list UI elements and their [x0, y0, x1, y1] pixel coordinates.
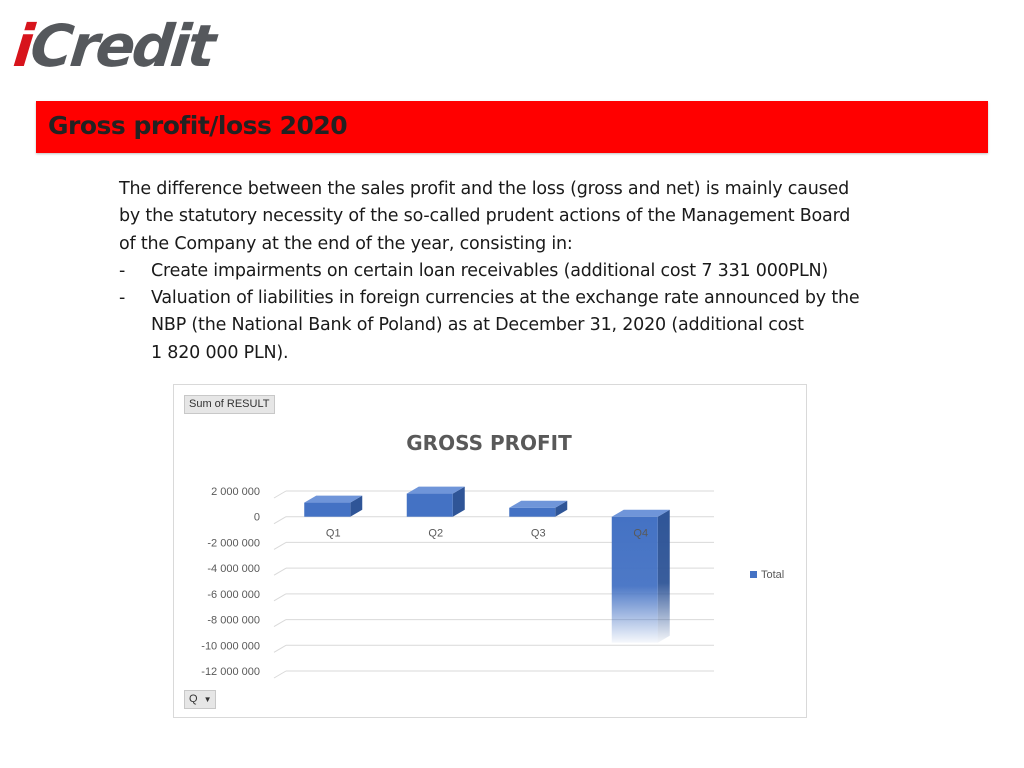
x-tick-label: Q2 [428, 528, 443, 540]
q-field-filter-button[interactable]: Q ▼ [184, 690, 217, 709]
gridline [273, 619, 287, 628]
gridline [273, 593, 287, 602]
x-tick-label: Q1 [326, 528, 341, 540]
bar-q2[interactable] [406, 486, 465, 517]
gridline [273, 516, 287, 525]
description-line: of the Company at the end of the year, c… [119, 233, 573, 254]
legend-swatch [750, 571, 757, 578]
bar-q3[interactable] [509, 500, 568, 517]
bar-top [304, 495, 363, 503]
bar-side [452, 486, 465, 517]
bullet-dash: - [119, 260, 126, 281]
sum-of-result-field-button[interactable]: Sum of RESULT [184, 395, 275, 414]
bullet-valuation: - Valuation of liabilities in foreign cu… [119, 285, 919, 312]
y-tick-label: -2 000 000 [207, 537, 260, 549]
bar-front [406, 493, 453, 517]
bullet-text: 1 820 000 PLN). [151, 342, 289, 363]
bar-top [406, 486, 465, 494]
slide-title: Gross profit/loss 2020 [48, 111, 348, 140]
y-tick-label: -8 000 000 [207, 615, 260, 627]
y-tick-label: -12 000 000 [201, 666, 260, 678]
gridline [273, 541, 287, 550]
dropdown-arrow-icon: ▼ [203, 695, 212, 704]
x-tick-label: Q3 [531, 528, 546, 540]
bullet-continuation: 1 820 000 PLN). [119, 340, 919, 367]
description-text: The difference between the sales profit … [119, 176, 919, 367]
bar-side [350, 495, 363, 517]
icredit-logo: iCredit [10, 12, 217, 80]
bullet-dash: - [119, 288, 126, 309]
chart-canvas: GROSS PROFIT 2 000 000 0 -2 000 000 -4 000 … [201, 431, 784, 679]
y-tick-label: -10 000 000 [201, 640, 260, 652]
bar-q1[interactable] [304, 495, 363, 517]
gridline [273, 490, 287, 499]
chart-title: GROSS PROFIT [406, 431, 572, 455]
bullet-text: Valuation of liabilities in foreign curr… [151, 288, 860, 309]
title-banner: Gross profit/loss 2020 [36, 101, 988, 153]
gridline [273, 644, 287, 653]
gridline [273, 670, 287, 679]
q-field-label: Q [189, 693, 198, 705]
description-line: by the statutory necessity of the so-cal… [119, 206, 851, 227]
y-tick-label: -6 000 000 [207, 589, 260, 601]
legend-label: Total [761, 569, 784, 581]
bullet-impairments: - Create impairments on certain loan rec… [119, 258, 919, 285]
y-tick-label: 2 000 000 [211, 486, 260, 498]
bar-q4[interactable] [611, 509, 670, 643]
y-tick-label: 0 [254, 512, 260, 524]
gross-profit-chart: GROSS PROFIT 2 000 000 0 -2 000 000 -4 000 … [173, 384, 807, 718]
bullet-continuation: NBP (the National Bank of Poland) as at … [119, 312, 919, 339]
bar-front [611, 516, 658, 643]
description-line: The difference between the sales profit … [119, 179, 849, 199]
bullet-text: NBP (the National Bank of Poland) as at … [151, 315, 804, 336]
bar-front [509, 507, 556, 517]
bar-top [509, 500, 568, 508]
y-tick-label: -4 000 000 [207, 563, 260, 575]
bar-side [555, 500, 568, 517]
x-tick-label: Q4 [633, 528, 648, 540]
bar-top [611, 509, 670, 517]
bar-front [304, 502, 351, 517]
gridline [273, 567, 287, 576]
bar-side [657, 509, 670, 643]
bullet-text: Create impairments on certain loan recei… [151, 260, 829, 281]
